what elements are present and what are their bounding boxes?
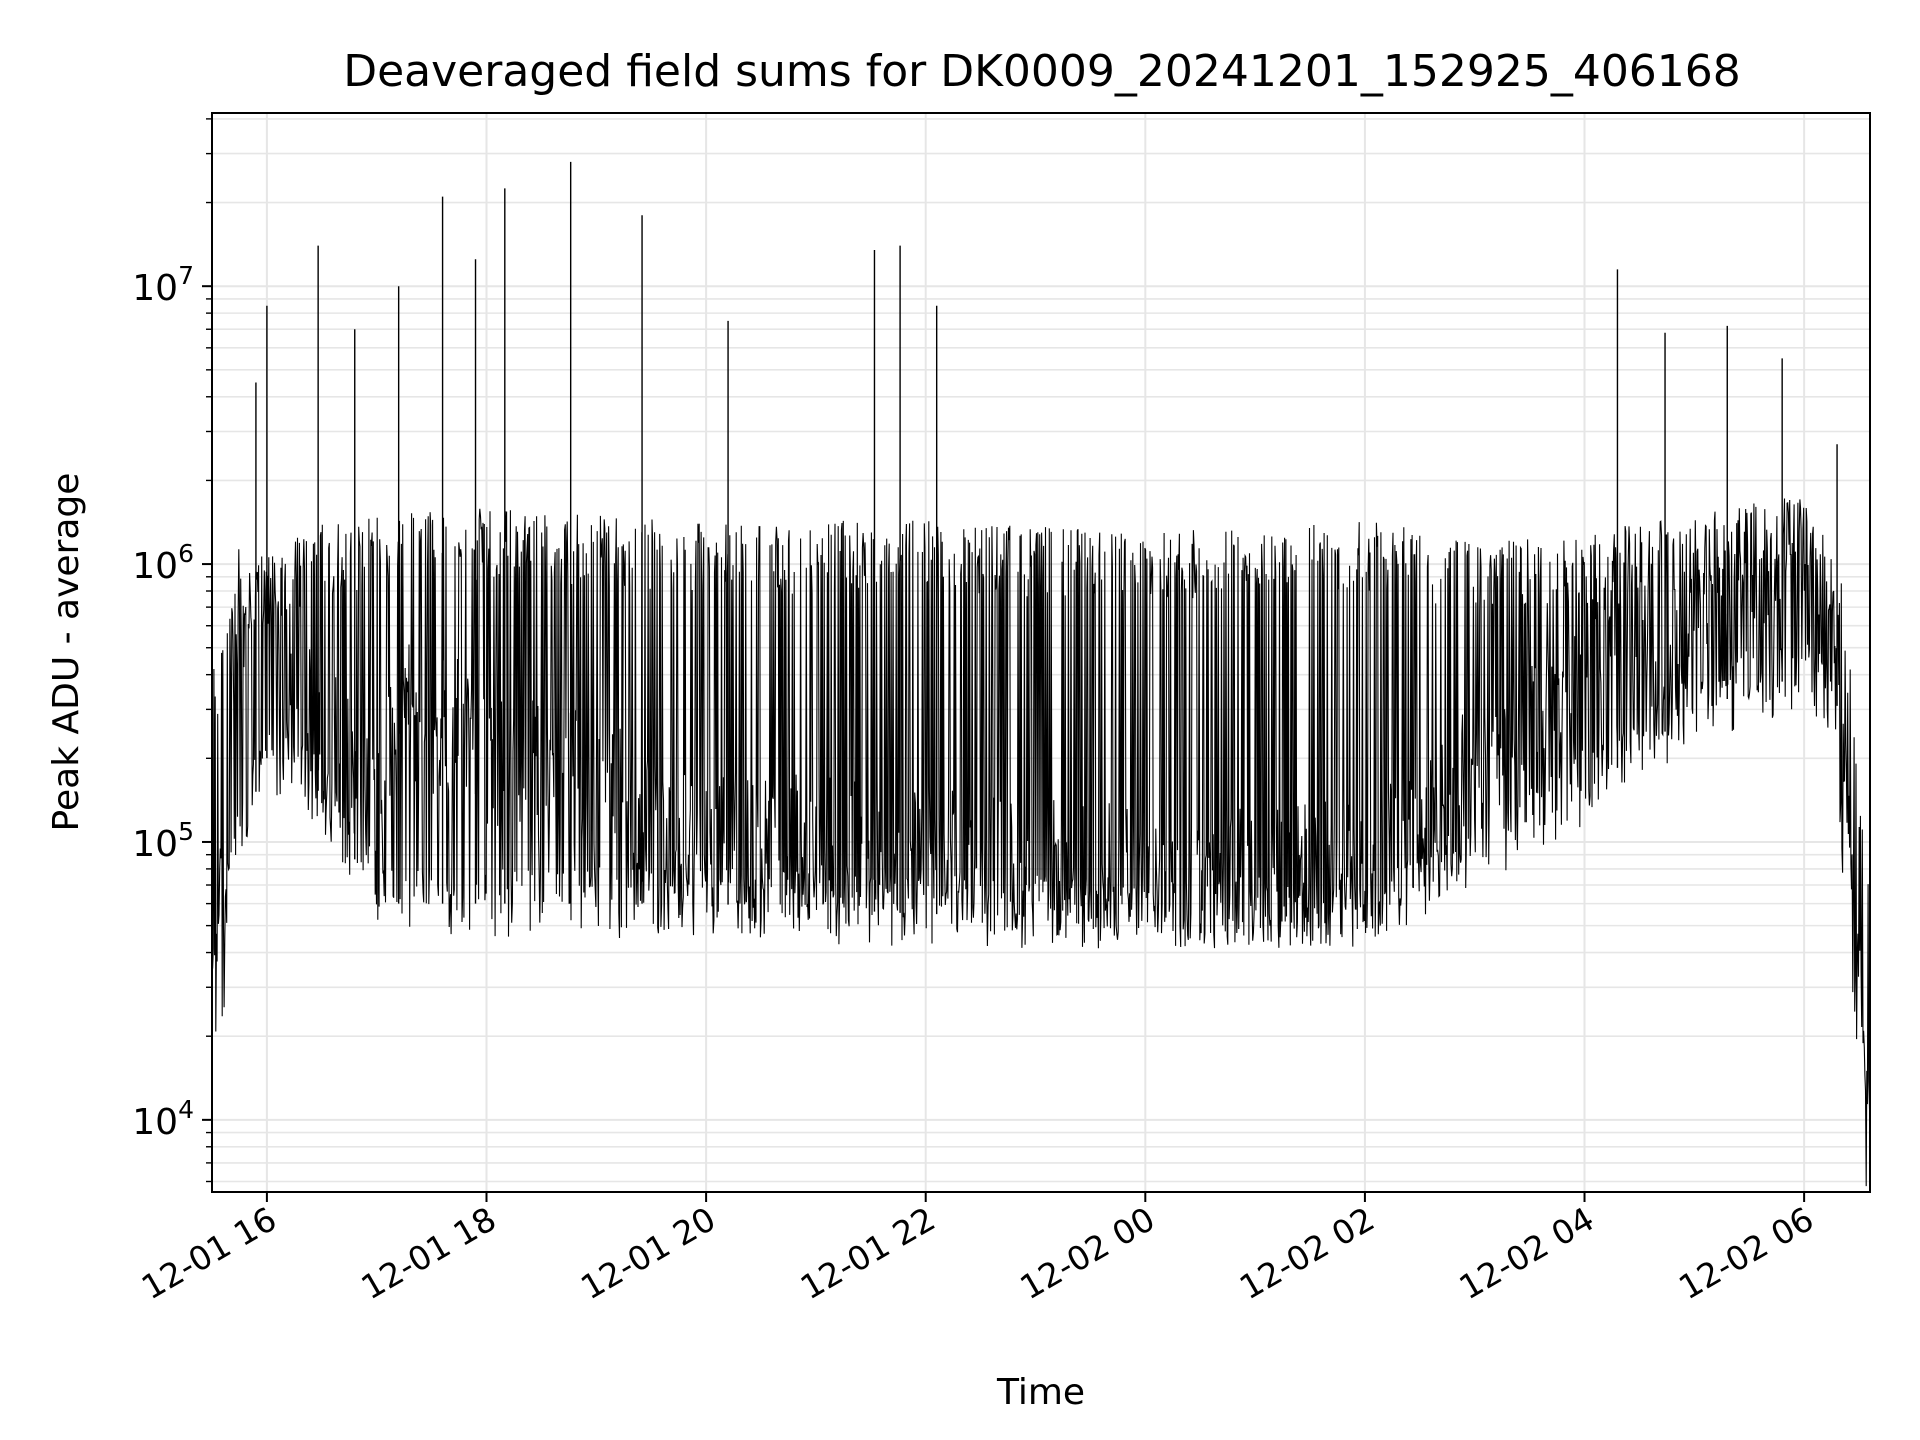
x-tick-label: 12-02 00 [1013,1199,1161,1307]
x-axis-label: Time [996,1372,1085,1413]
x-tick-label: 12-02 06 [1672,1199,1820,1307]
y-tick-label: 106 [132,539,194,587]
series-layer [212,161,1870,1187]
series-line [212,498,1870,1187]
x-tick-label: 12-01 18 [355,1199,503,1307]
x-tick-label: 12-01 22 [794,1199,942,1307]
plot-frame [211,112,1871,1193]
x-tick-label: 12-01 16 [135,1199,283,1307]
y-tick-label: 104 [132,1095,194,1143]
chart-title: Deaveraged field sums for DK0009_2024120… [343,46,1741,97]
x-tick-label: 12-02 04 [1453,1199,1601,1307]
x-tick-label: 12-02 02 [1233,1199,1381,1307]
x-axis: 12-01 16 12-01 18 12-01 20 12-01 22 12-02 00… [135,1192,1820,1307]
y-tick-label: 105 [132,817,194,865]
y-tick-label: 107 [132,261,194,309]
y-axis-label: Peak ADU - average [46,473,87,832]
x-tick-label: 12-01 20 [574,1199,722,1307]
y-axis: 104 105 106 107 [132,118,212,1183]
